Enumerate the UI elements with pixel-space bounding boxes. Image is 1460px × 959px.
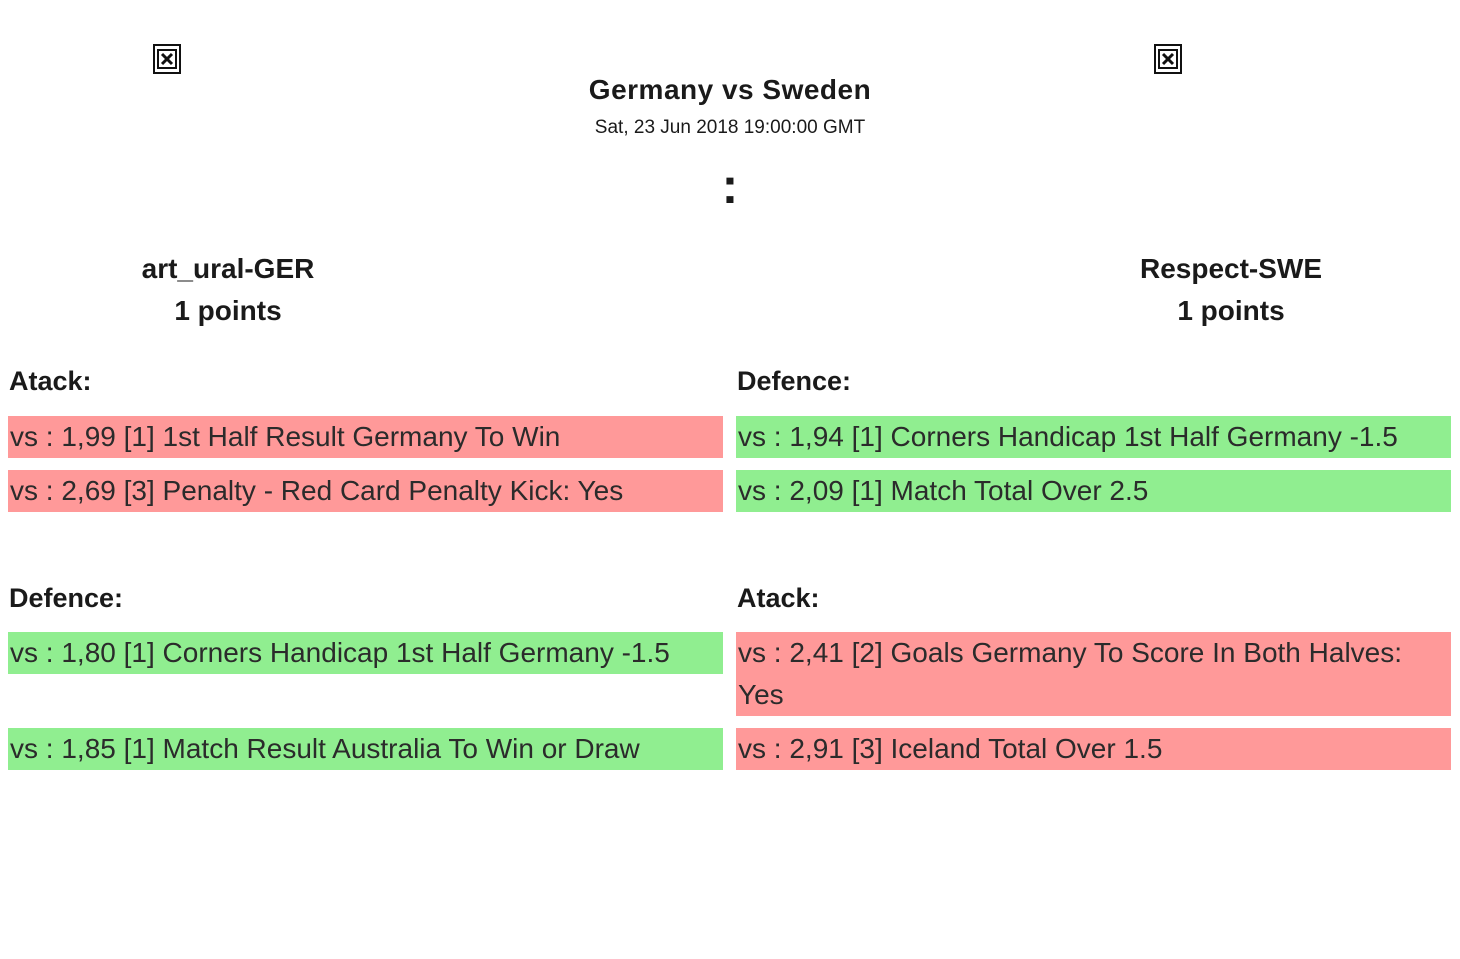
right-player-points: 1 points <box>1177 295 1285 326</box>
left-player-points: 1 points <box>174 295 282 326</box>
left-section-heading: Defence: <box>9 583 124 613</box>
left-player-name: art_ural-GER <box>141 253 315 284</box>
left-section-heading: Atack: <box>9 366 92 396</box>
bet-row: vs : 1,99 [1] 1st Half Result Germany To… <box>8 416 723 458</box>
match-title: Germany vs Sweden <box>588 74 872 105</box>
bet-row: vs : 1,80 [1] Corners Handicap 1st Half … <box>8 632 723 674</box>
right-section-heading: Atack: <box>737 583 820 613</box>
broken-image-icon <box>157 49 177 69</box>
broken-image-icon <box>1154 44 1182 74</box>
broken-image-icon <box>153 44 181 74</box>
bet-row: vs : 2,09 [1] Match Total Over 2.5 <box>736 470 1451 512</box>
bet-row: vs : 1,94 [1] Corners Handicap 1st Half … <box>736 416 1451 458</box>
match-date: Sat, 23 Jun 2018 19:00:00 GMT <box>594 117 866 138</box>
score-separator: : <box>721 158 739 214</box>
bet-row: vs : 2,91 [3] Iceland Total Over 1.5 <box>736 728 1451 770</box>
bet-row: vs : 2,69 [3] Penalty - Red Card Penalty… <box>8 470 723 512</box>
left-player: art_ural-GER 1 points <box>0 248 458 332</box>
bet-row: vs : 2,41 [2] Goals Germany To Score In … <box>736 632 1451 716</box>
right-player-name: Respect-SWE <box>1139 253 1323 284</box>
broken-image-icon <box>1158 49 1178 69</box>
right-player: Respect-SWE 1 points <box>1001 248 1460 332</box>
bet-row: vs : 1,85 [1] Match Result Australia To … <box>8 728 723 770</box>
right-section-heading: Defence: <box>737 366 852 396</box>
